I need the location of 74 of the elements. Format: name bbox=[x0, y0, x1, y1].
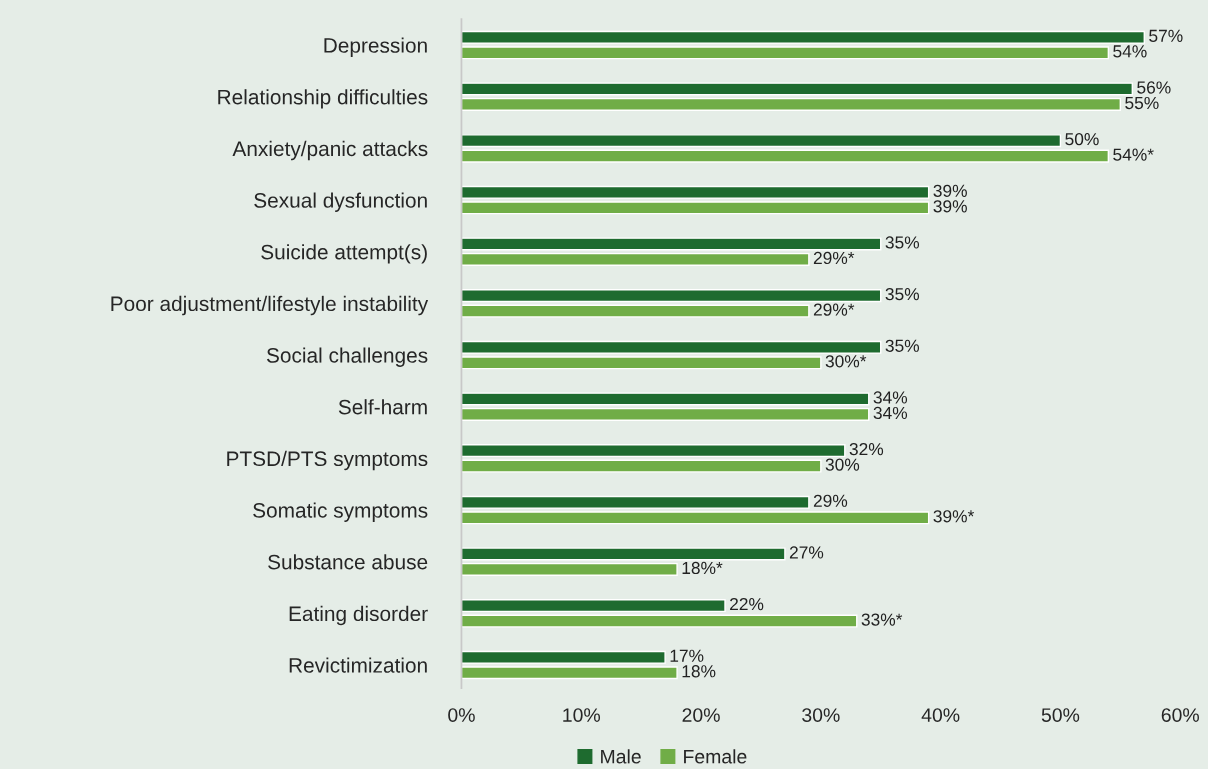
y-tick-label: PTSD/PTS symptoms bbox=[227, 450, 428, 471]
bar bbox=[461, 134, 1062, 148]
bar bbox=[461, 289, 882, 303]
bar bbox=[461, 304, 810, 318]
data-label: 18%* bbox=[682, 561, 723, 575]
bar bbox=[461, 599, 726, 613]
x-tick-label: 30% bbox=[802, 708, 840, 722]
data-label: 30%* bbox=[825, 355, 867, 368]
x-tick-label: 60% bbox=[1161, 708, 1199, 722]
data-label: 39% bbox=[933, 184, 967, 197]
x-tick-label: 10% bbox=[563, 708, 601, 722]
bar bbox=[461, 562, 678, 576]
bar bbox=[461, 82, 1133, 96]
bar bbox=[461, 237, 882, 251]
y-tick-label: Suicide attempt(s) bbox=[261, 244, 427, 264]
data-label: 35% bbox=[885, 236, 920, 249]
y-tick-label: Relationship difficulties bbox=[218, 89, 428, 109]
data-label: 35% bbox=[885, 287, 920, 301]
data-label: 30% bbox=[825, 458, 860, 471]
y-tick-label: Somatic symptoms bbox=[253, 502, 428, 522]
bar bbox=[461, 650, 666, 664]
y-tick-label: Anxiety/panic attacks bbox=[232, 140, 428, 161]
y-tick-label: Self-harm bbox=[338, 399, 427, 415]
x-tick-label: 40% bbox=[921, 708, 960, 722]
y-tick-label: Substance abuse bbox=[268, 554, 428, 570]
bar bbox=[461, 46, 1110, 60]
bar bbox=[461, 495, 810, 509]
legend-label: Male bbox=[601, 749, 641, 764]
y-tick-label: Eating disorder bbox=[289, 605, 428, 626]
data-label: 33%* bbox=[861, 613, 903, 626]
y-tick-label: Sexual dysfunction bbox=[254, 192, 427, 212]
bar bbox=[461, 511, 930, 525]
y-tick-label: Depression bbox=[324, 37, 427, 57]
bar bbox=[461, 340, 882, 354]
bar bbox=[461, 407, 870, 421]
bar bbox=[461, 392, 870, 406]
bar bbox=[461, 459, 822, 473]
x-tick-label: 50% bbox=[1041, 708, 1080, 722]
data-label: 54% bbox=[1113, 45, 1147, 58]
y-tick-label: Revictimization bbox=[289, 657, 427, 673]
bar bbox=[461, 30, 1145, 44]
data-label: 22% bbox=[730, 597, 764, 611]
data-label: 50% bbox=[1065, 133, 1099, 146]
y-tick-label: Social challenges bbox=[266, 347, 428, 367]
data-label: 34% bbox=[873, 391, 908, 404]
legend-label: Female bbox=[684, 749, 747, 764]
data-label: 32% bbox=[849, 442, 884, 456]
data-label: 39%* bbox=[933, 510, 975, 523]
data-label: 34% bbox=[873, 406, 908, 420]
data-label: 27% bbox=[789, 546, 824, 559]
data-label: 55% bbox=[1125, 96, 1159, 110]
bar bbox=[461, 201, 930, 215]
y-tick-label: Poor adjustment/lifestyle instability bbox=[111, 295, 429, 316]
bar bbox=[461, 547, 786, 561]
bar bbox=[461, 185, 930, 199]
data-label: 56% bbox=[1137, 81, 1171, 94]
bar bbox=[461, 149, 1110, 163]
data-label: 29%* bbox=[813, 303, 855, 316]
data-label: 57% bbox=[1149, 29, 1183, 42]
bar bbox=[461, 252, 810, 266]
data-label: 17% bbox=[670, 649, 704, 662]
x-tick-label: 20% bbox=[682, 708, 720, 722]
x-tick-label: 0% bbox=[448, 708, 475, 722]
data-label: 35% bbox=[885, 339, 920, 352]
data-label: 39% bbox=[933, 200, 967, 213]
bar bbox=[461, 356, 822, 370]
bar bbox=[461, 614, 858, 628]
bar bbox=[461, 666, 678, 680]
bar bbox=[461, 444, 846, 458]
data-label: 29%* bbox=[813, 251, 855, 265]
data-label: 29% bbox=[813, 494, 848, 507]
bar bbox=[461, 97, 1122, 111]
data-label: 18% bbox=[682, 665, 716, 678]
data-label: 54%* bbox=[1113, 148, 1154, 161]
